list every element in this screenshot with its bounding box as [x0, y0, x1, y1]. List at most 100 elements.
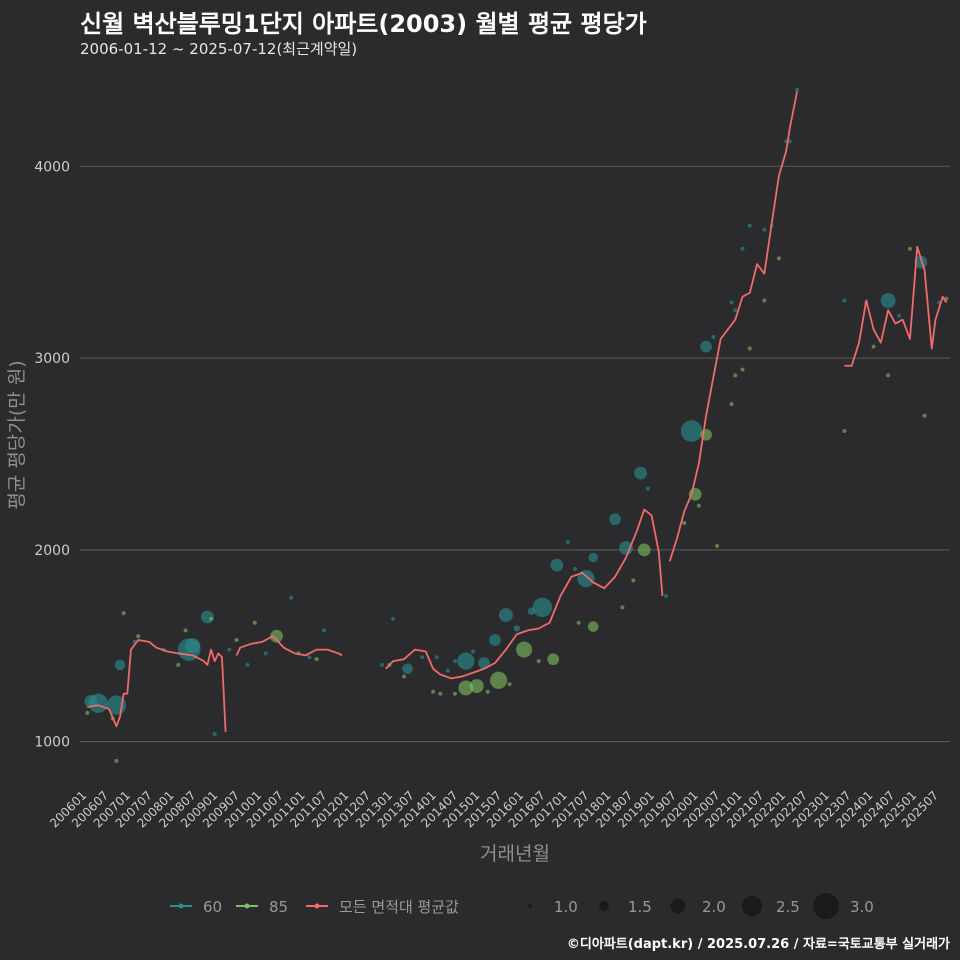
- grid-lines: [80, 165, 950, 743]
- point-60-40: [664, 593, 669, 598]
- point-60-24: [471, 649, 476, 654]
- legend-key-dot-2: [314, 903, 320, 909]
- point-85-28: [620, 605, 625, 610]
- point-60-18: [402, 663, 413, 675]
- legend-size-dot-0: [528, 904, 532, 908]
- legend-size-dot-3: [741, 895, 763, 917]
- point-60-41: [680, 420, 703, 442]
- point-85-20: [485, 689, 490, 694]
- point-85-22: [507, 682, 512, 687]
- point-60-16: [380, 662, 385, 667]
- point-85-24: [536, 659, 541, 664]
- point-60-11: [245, 662, 250, 667]
- point-60-53: [842, 298, 847, 303]
- point-60-10: [227, 647, 232, 652]
- point-60-8: [201, 610, 214, 624]
- legend-key-dot-1: [244, 903, 250, 909]
- point-85-38: [740, 367, 745, 372]
- point-85-21: [490, 671, 508, 689]
- point-85-44: [886, 373, 891, 378]
- point-85-5: [176, 662, 181, 667]
- y-axis-title: 평균 평당가(만 원): [6, 360, 28, 509]
- point-60-56: [897, 313, 902, 318]
- point-85-0: [85, 710, 90, 715]
- point-85-40: [762, 298, 767, 303]
- legend-label-1: 85: [269, 898, 288, 916]
- point-85-3: [121, 611, 126, 616]
- legend-label-0: 60: [203, 898, 222, 916]
- point-60-30: [532, 597, 553, 618]
- point-60-42: [700, 340, 712, 353]
- series-85-points: [85, 246, 949, 763]
- y-tick-3000: 3000: [34, 351, 70, 367]
- point-85-4: [136, 634, 141, 639]
- point-85-18: [458, 680, 474, 696]
- point-60-33: [573, 567, 578, 572]
- legend-size-label-4: 3.0: [850, 898, 874, 916]
- point-85-6: [183, 628, 188, 633]
- legend-size-label-2: 2.0: [702, 898, 726, 916]
- point-85-30: [637, 543, 651, 557]
- point-85-10: [270, 629, 283, 643]
- legend-size-label-3: 2.5: [776, 898, 800, 916]
- y-tick-4000: 4000: [34, 159, 70, 175]
- point-85-16: [438, 691, 443, 696]
- point-85-17: [452, 691, 457, 696]
- point-60-1: [88, 693, 108, 713]
- point-85-45: [907, 246, 912, 251]
- legend-size-dot-2: [670, 898, 686, 914]
- point-60-38: [634, 466, 647, 480]
- point-85-2: [114, 758, 119, 763]
- point-85-7: [209, 616, 214, 621]
- point-60-31: [550, 558, 564, 572]
- y-tick-1000: 1000: [34, 735, 70, 751]
- point-85-31: [682, 521, 687, 526]
- point-85-36: [729, 402, 734, 407]
- legend-size-label-0: 1.0: [554, 898, 578, 916]
- point-60-9: [212, 731, 217, 736]
- point-85-9: [252, 620, 257, 625]
- point-60-43: [711, 334, 716, 339]
- point-85-26: [576, 620, 581, 625]
- point-60-21: [445, 668, 450, 673]
- point-60-15: [321, 628, 326, 633]
- point-60-57: [914, 255, 928, 269]
- point-60-51: [787, 139, 792, 144]
- point-60-32: [565, 540, 570, 545]
- chart-title: 신월 벽산블루밍1단지 아파트(2003) 월별 평균 평당가: [80, 10, 647, 38]
- average-line-segment-1: [235, 635, 343, 657]
- y-tick-2000: 2000: [34, 543, 70, 559]
- point-60-26: [489, 634, 501, 646]
- point-60-44: [729, 300, 734, 305]
- point-60-3: [114, 659, 126, 671]
- average-line-segment-4: [844, 245, 948, 367]
- point-60-14: [307, 655, 312, 660]
- point-85-15: [431, 689, 436, 694]
- point-60-47: [747, 223, 752, 228]
- point-60-45: [733, 308, 738, 313]
- legend: 60 85 모든 면적대 평균값 1.0 1.5 2.0 2.5 3.0: [170, 893, 874, 919]
- point-60-34: [577, 570, 595, 588]
- point-85-12: [314, 657, 319, 662]
- legend-label-2: 모든 면적대 평균값: [339, 898, 459, 916]
- point-60-17: [391, 616, 396, 621]
- point-60-55: [880, 293, 896, 309]
- x-tick-labels: 2006012006072007012007072008012008072009…: [47, 788, 941, 830]
- point-60-46: [740, 246, 745, 251]
- point-60-39: [645, 486, 650, 491]
- point-60-28: [513, 625, 520, 632]
- point-85-33: [696, 503, 701, 508]
- average-line-segment-3: [668, 91, 798, 562]
- point-85-14: [401, 674, 406, 679]
- legend-size-dot-1: [599, 901, 609, 911]
- average-line: [87, 91, 948, 733]
- legend-size-label-1: 1.5: [628, 898, 652, 916]
- point-85-23: [516, 641, 533, 658]
- point-85-19: [469, 679, 484, 693]
- y-tick-labels: 1000 2000 3000 4000: [34, 159, 70, 750]
- x-axis-title: 거래년월: [480, 843, 550, 865]
- point-60-37: [619, 540, 633, 555]
- point-60-7: [185, 638, 201, 654]
- point-60-48: [762, 227, 767, 232]
